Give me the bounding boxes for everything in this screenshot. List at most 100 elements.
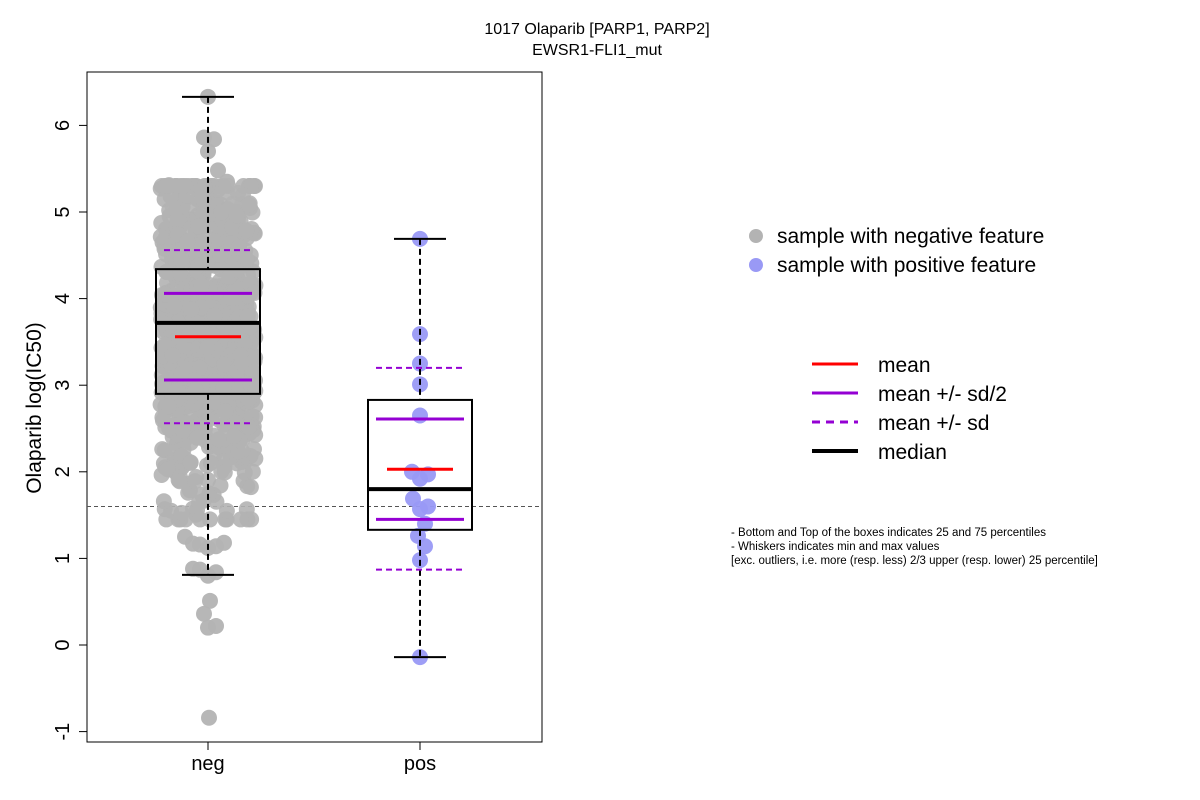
data-point-neg (182, 454, 199, 471)
legend-point-label: sample with positive feature (777, 254, 1036, 277)
data-point-neg (201, 709, 217, 726)
axes-layer: -1 0 1 2 3 4 5 6 neg pos (52, 120, 436, 775)
data-point-neg (230, 239, 247, 256)
data-point-neg (189, 429, 206, 446)
data-point-neg (246, 284, 263, 301)
data-point-neg (216, 534, 232, 551)
data-point-neg (155, 493, 172, 510)
data-point-neg (201, 511, 218, 528)
data-point-neg (154, 441, 171, 458)
x-tick-label: pos (404, 753, 436, 775)
data-point-neg (219, 173, 235, 190)
data-point-neg (175, 178, 191, 195)
data-point-neg (164, 347, 181, 364)
data-point-neg (216, 356, 233, 373)
data-point-neg (199, 339, 216, 356)
data-point-neg (161, 177, 177, 194)
data-point-neg (232, 511, 249, 528)
data-point-neg (187, 473, 204, 490)
data-point-neg (195, 235, 212, 252)
data-point-neg (206, 307, 223, 324)
data-point-pos (412, 407, 428, 424)
data-point-neg (240, 418, 257, 435)
data-point-neg (191, 494, 208, 511)
y-tick-label: 3 (52, 380, 74, 391)
y-axis-label: Olaparib log(IC50) (23, 322, 46, 494)
data-point-neg (159, 263, 176, 280)
data-point-neg (238, 251, 255, 268)
box-layer (155, 95, 473, 659)
data-point-neg (202, 454, 219, 471)
data-point-neg (165, 199, 181, 216)
data-point-neg (208, 617, 224, 634)
notes: - Bottom and Top of the boxes indicates … (731, 527, 1098, 567)
points-layer (152, 88, 436, 726)
legend-line-label: mean +/- sd/2 (878, 383, 1007, 406)
data-point-pos (420, 498, 436, 515)
data-point-neg (213, 204, 230, 221)
data-point-neg (166, 298, 183, 315)
y-tick-label: 1 (52, 553, 74, 564)
legend-point-label: sample with negative feature (777, 225, 1044, 248)
x-tick-label: neg (191, 753, 224, 775)
chart-title: 1017 Olaparib [PARP1, PARP2] (484, 21, 709, 38)
data-point-neg (210, 162, 226, 179)
legend-line-label: mean +/- sd (878, 412, 989, 435)
data-point-neg (169, 212, 186, 229)
data-point-neg (187, 381, 204, 398)
plot-frame (86, 71, 543, 743)
data-point-neg (210, 431, 227, 448)
data-point-neg (218, 502, 235, 519)
data-point-neg (173, 504, 190, 521)
box-pos (367, 398, 473, 531)
y-tick-label: 0 (52, 639, 74, 650)
data-point-neg (171, 473, 188, 490)
data-point-neg (238, 222, 255, 239)
data-point-neg (208, 564, 224, 581)
box-neg (155, 268, 261, 395)
data-point-neg (217, 403, 234, 420)
data-point-neg (228, 207, 245, 224)
note-line: - Whiskers indicates min and max values (731, 541, 940, 553)
data-point-neg (153, 215, 170, 232)
data-point-neg (212, 477, 229, 494)
legend: sample with negative feature sample with … (749, 225, 1044, 464)
legend-point-marker (749, 229, 763, 243)
data-point-neg (193, 277, 210, 294)
data-point-neg (215, 380, 232, 397)
data-point-neg (216, 464, 233, 481)
y-tick-label: 2 (52, 466, 74, 477)
data-point-neg (233, 354, 250, 371)
data-point-neg (192, 561, 208, 578)
data-point-neg (230, 184, 246, 201)
y-tick-label: 5 (52, 206, 74, 217)
legend-point-marker (749, 258, 763, 272)
legend-line-label: median (878, 441, 947, 464)
chart-subtitle: EWSR1-FLI1_mut (532, 42, 662, 59)
data-point-neg (229, 326, 246, 343)
data-point-neg (239, 308, 256, 325)
data-point-neg (173, 366, 190, 383)
data-point-neg (244, 463, 261, 480)
data-point-neg (179, 233, 196, 250)
data-point-neg (160, 398, 177, 415)
y-tick-label: 4 (52, 293, 74, 304)
data-point-neg (159, 461, 176, 478)
data-point-neg (183, 301, 200, 318)
data-point-neg (152, 228, 169, 245)
y-tick-label: -1 (52, 723, 74, 741)
data-point-neg (190, 218, 207, 235)
data-point-neg (206, 131, 222, 148)
data-point-neg (226, 427, 243, 444)
data-point-neg (242, 479, 259, 496)
legend-line-label: mean (878, 354, 931, 377)
data-point-neg (173, 252, 190, 269)
data-point-neg (190, 257, 207, 274)
data-point-neg (181, 326, 198, 343)
y-tick-label: 6 (52, 120, 74, 131)
data-point-neg (202, 592, 218, 609)
data-point-neg (194, 186, 210, 203)
note-line: [exc. outliers, i.e. more (resp. less) 2… (731, 555, 1098, 567)
note-line: - Bottom and Top of the boxes indicates … (731, 527, 1046, 539)
